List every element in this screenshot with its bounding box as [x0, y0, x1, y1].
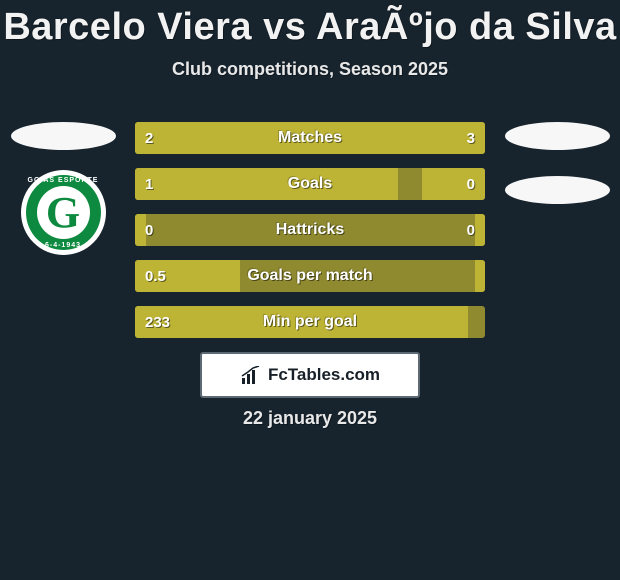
comparison-date: 22 january 2025 [0, 408, 620, 429]
stat-row: 23Matches [135, 122, 485, 154]
page-title: Barcelo Viera vs AraÃºjo da Silva [0, 0, 620, 49]
stat-row: 00Hattricks [135, 214, 485, 246]
stat-bar-right [475, 214, 486, 246]
stat-bar-left [135, 168, 398, 200]
stat-bar-left [135, 122, 275, 154]
page-subtitle: Club competitions, Season 2025 [0, 59, 620, 80]
comparison-bars: 23Matches 10Goals 00Hattricks 0.5Goals per … [135, 122, 485, 338]
club-badge-goias: GOIAS ESPORTE 6-4-1943 G [21, 170, 106, 255]
team-logo-placeholder [11, 122, 116, 150]
stat-bar-right [275, 122, 485, 154]
club-badge-bottom-text: 6-4-1943 [45, 242, 81, 249]
team-logo-placeholder [505, 122, 610, 150]
stat-bar-right [422, 168, 485, 200]
footer-brand-text: FcTables.com [268, 365, 380, 385]
stat-bar-left [135, 306, 468, 338]
stat-bar-left [135, 214, 146, 246]
footer-brand: FcTables.com [200, 352, 420, 398]
team-logo-placeholder [505, 176, 610, 204]
left-team-logos: GOIAS ESPORTE 6-4-1943 G [8, 122, 118, 255]
right-team-logos [502, 122, 612, 204]
stat-bar-right [475, 260, 486, 292]
stat-label: Hattricks [135, 214, 485, 246]
stat-row: 0.5Goals per match [135, 260, 485, 292]
stat-value-left: 0 [145, 214, 153, 246]
club-badge-letter: G [37, 186, 90, 239]
comparison-card: Barcelo Viera vs AraÃºjo da Silva Club c… [0, 0, 620, 580]
stat-row: 10Goals [135, 168, 485, 200]
stat-row: 233Min per goal [135, 306, 485, 338]
stat-bar-left [135, 260, 240, 292]
chart-icon [240, 366, 262, 386]
club-badge-top-text: GOIAS ESPORTE [28, 177, 99, 184]
